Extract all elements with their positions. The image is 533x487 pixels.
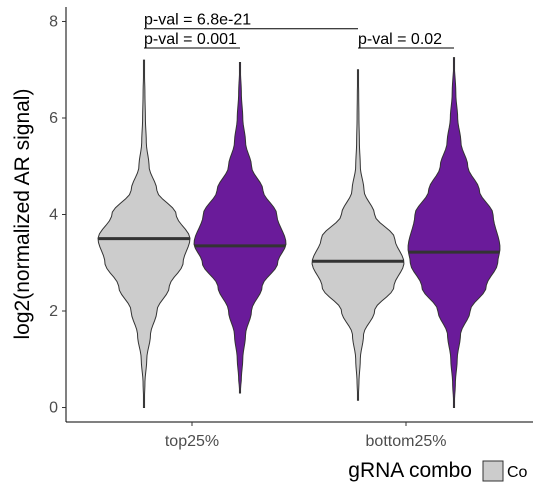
comparison-label-2: p-val = 0.001 <box>144 31 237 48</box>
medians-layer <box>98 237 500 263</box>
legend-swatch-co <box>482 460 504 482</box>
violin-top25pct-2 <box>193 61 287 394</box>
violins-layer <box>97 57 501 409</box>
y-tick-label-1: 2 <box>49 303 58 320</box>
legend-title: gRNA combo <box>348 459 472 482</box>
comparison-label-3: p-val = 0.02 <box>358 31 442 48</box>
x-tick-label-1: bottom25% <box>366 433 447 450</box>
comparison-label-1: p-val = 6.8e-21 <box>144 12 251 29</box>
legend-item-co: Co <box>507 464 528 481</box>
violin-bottom25pct-2 <box>407 57 501 409</box>
legend: gRNA combo Co <box>348 459 527 482</box>
y-tick-label-3: 6 <box>49 110 58 127</box>
violin-top25pct-1 <box>97 59 191 409</box>
violin-bottom25pct-1 <box>311 69 405 401</box>
y-tick-label-0: 0 <box>49 400 58 417</box>
x-tick-label-0: top25% <box>165 433 219 450</box>
comparisons-layer: p-val = 6.8e-21 p-val = 0.001 p-val = 0.02 <box>144 12 454 49</box>
y-axis-title: log2(normalized AR signal) <box>11 89 34 340</box>
x-ticks: top25% bottom25% <box>165 422 447 450</box>
y-tick-label-4: 8 <box>49 13 58 30</box>
y-ticks: 0 2 4 6 8 <box>49 13 66 417</box>
y-tick-label-2: 4 <box>49 207 58 224</box>
